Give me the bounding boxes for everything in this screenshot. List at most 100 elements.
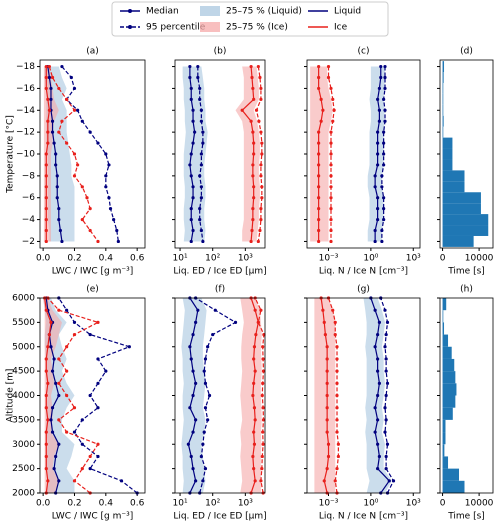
legend-label: Median bbox=[146, 7, 179, 17]
profile-point bbox=[376, 163, 380, 167]
profile-point bbox=[333, 479, 337, 483]
profile-point bbox=[65, 393, 69, 398]
profile-point bbox=[380, 228, 384, 233]
profile-point bbox=[233, 320, 238, 324]
profile-point bbox=[319, 119, 323, 123]
profile-point bbox=[377, 108, 381, 112]
profile-point bbox=[207, 393, 212, 398]
profile-point bbox=[256, 239, 260, 244]
y-tick-label: 3000 bbox=[12, 440, 35, 450]
profile-point bbox=[57, 479, 61, 483]
panel-title: (d) bbox=[460, 47, 473, 57]
profile-point bbox=[326, 64, 331, 69]
y-tick-label: −4 bbox=[22, 215, 36, 225]
profile-point bbox=[44, 369, 48, 373]
profile-point bbox=[199, 163, 203, 167]
profile-point bbox=[317, 86, 321, 91]
y-tick-label: 4000 bbox=[12, 391, 35, 401]
profile-point bbox=[253, 479, 257, 483]
profile-point bbox=[54, 381, 58, 385]
profile-point bbox=[317, 152, 321, 156]
profile-point bbox=[385, 442, 390, 446]
profile-point bbox=[80, 119, 84, 123]
profile-point bbox=[252, 467, 256, 471]
profile-point bbox=[376, 467, 380, 471]
profile-point bbox=[331, 97, 335, 101]
profile-point bbox=[46, 141, 50, 145]
x-tick-label: 0.4 bbox=[99, 254, 114, 264]
profile-point bbox=[383, 86, 387, 91]
profile-point bbox=[240, 108, 244, 112]
profile-point bbox=[189, 86, 193, 91]
profile-point bbox=[383, 108, 387, 112]
profile-point bbox=[317, 141, 321, 145]
profile-point bbox=[104, 369, 108, 373]
profile-point bbox=[259, 207, 263, 211]
profile-point bbox=[55, 196, 59, 200]
profile-point bbox=[329, 174, 333, 178]
profile-point bbox=[199, 185, 203, 189]
profile-point bbox=[188, 345, 192, 349]
profile-point bbox=[260, 141, 264, 145]
histogram-bar bbox=[442, 82, 444, 94]
profile-point bbox=[198, 217, 202, 222]
profile-point bbox=[323, 332, 327, 337]
profile-point bbox=[383, 430, 387, 434]
profile-point bbox=[261, 430, 265, 434]
profile-point bbox=[331, 308, 335, 312]
profile-point bbox=[72, 152, 77, 156]
histogram-bar bbox=[442, 456, 449, 469]
profile-point bbox=[379, 75, 383, 80]
profile-point bbox=[333, 320, 337, 324]
profile-point bbox=[251, 130, 255, 134]
profile-point bbox=[55, 185, 59, 189]
profile-point bbox=[376, 369, 380, 373]
profile-point bbox=[383, 75, 387, 80]
iqr-band bbox=[310, 66, 333, 242]
profile-point bbox=[384, 454, 388, 459]
histogram-bar bbox=[442, 192, 481, 204]
histogram-bar bbox=[442, 322, 445, 335]
profile-point bbox=[382, 217, 386, 222]
profile-point bbox=[329, 196, 333, 200]
profile-point bbox=[188, 64, 192, 69]
profile-point bbox=[249, 64, 253, 69]
profile-point bbox=[104, 152, 108, 156]
profile-point bbox=[46, 130, 50, 134]
profile-point bbox=[196, 75, 200, 80]
profile-point bbox=[373, 406, 377, 410]
x-tick-label: 0.0 bbox=[36, 499, 51, 509]
x-axis-label: Liq. N / Ice N [cm⁻³] bbox=[319, 512, 408, 522]
profile-point bbox=[44, 163, 48, 167]
profile-point bbox=[191, 467, 195, 471]
profile-point bbox=[201, 479, 205, 483]
axes-frame bbox=[39, 297, 146, 494]
profile-point bbox=[251, 86, 255, 91]
profile-point bbox=[252, 185, 256, 189]
profile-point bbox=[80, 185, 84, 189]
profile-point bbox=[47, 108, 52, 112]
profile-point bbox=[261, 418, 266, 422]
profile-point bbox=[69, 75, 73, 80]
profile-point bbox=[384, 332, 388, 337]
profile-point bbox=[65, 97, 69, 101]
profile-point bbox=[52, 467, 56, 471]
profile-point bbox=[57, 217, 61, 222]
profile-point bbox=[196, 64, 200, 69]
profile-point bbox=[376, 196, 380, 200]
histogram-bar bbox=[442, 432, 446, 445]
profile-point bbox=[72, 108, 77, 112]
profile-point bbox=[80, 217, 84, 222]
profile-point bbox=[191, 141, 195, 145]
profile-point bbox=[256, 64, 260, 69]
histogram-bar bbox=[442, 159, 453, 171]
profile-point bbox=[376, 141, 380, 145]
profile-point bbox=[326, 454, 331, 459]
profile-point bbox=[44, 393, 48, 398]
x-axis-label: Time [s] bbox=[447, 267, 485, 277]
profile-point bbox=[189, 454, 193, 459]
profile-point bbox=[317, 217, 321, 222]
profile-point bbox=[379, 64, 383, 69]
x-tick-label: 10000 bbox=[465, 499, 494, 509]
legend-label: Ice bbox=[334, 23, 348, 33]
